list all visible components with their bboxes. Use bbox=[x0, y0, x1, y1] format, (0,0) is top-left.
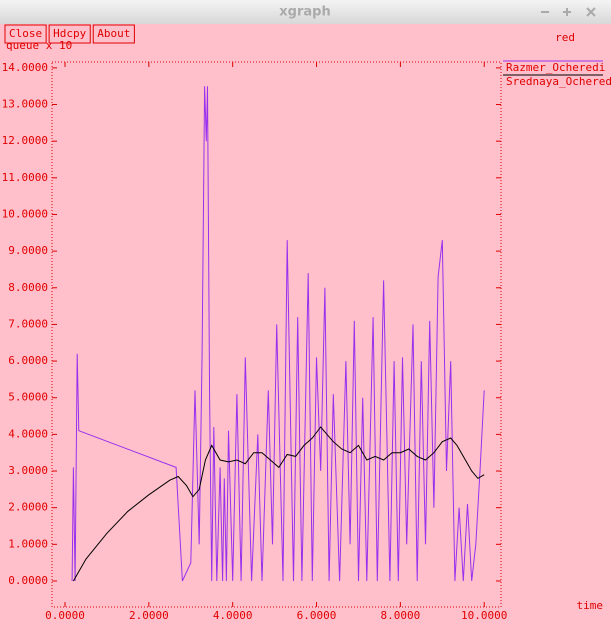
x-tick-label: 6.0000 bbox=[297, 609, 337, 622]
button-frame[interactable] bbox=[48, 24, 91, 44]
x-tick-label: 8.0000 bbox=[381, 609, 421, 622]
y-tick-label: 8.0000 bbox=[8, 281, 48, 294]
button-frame[interactable] bbox=[92, 24, 135, 44]
y-tick-label: 1.0000 bbox=[8, 537, 48, 550]
button-label: Close bbox=[9, 27, 42, 40]
window-title: xgraph bbox=[279, 5, 330, 20]
x-tick-label: 10.0000 bbox=[461, 609, 507, 622]
y-tick-label: 14.0000 bbox=[2, 61, 48, 74]
y-tick-label: 11.0000 bbox=[2, 171, 48, 184]
y-tick-label: 2.0000 bbox=[8, 501, 48, 514]
y-tick-label: 3.0000 bbox=[8, 464, 48, 477]
y-tick-label: 7.0000 bbox=[8, 317, 48, 330]
x-tick-label: 4.0000 bbox=[213, 609, 253, 622]
y-axis-label: queue x 10 bbox=[6, 39, 72, 52]
series-line bbox=[71, 86, 485, 582]
maximize-button[interactable] bbox=[563, 8, 571, 16]
legend-label: Srednaya_Ochered bbox=[506, 75, 611, 88]
toolbar: Close Hdcpy About bbox=[4, 24, 135, 44]
y-tick-label: 0.0000 bbox=[8, 574, 48, 587]
button-frame[interactable] bbox=[4, 24, 47, 44]
x-axis-label: time bbox=[577, 599, 604, 612]
y-tick-label: 12.0000 bbox=[2, 134, 48, 147]
annotation: red bbox=[555, 31, 575, 44]
y-tick-label: 10.0000 bbox=[2, 207, 48, 220]
y-tick-label: 6.0000 bbox=[8, 354, 48, 367]
close-window-button[interactable] bbox=[586, 7, 596, 17]
y-tick-label: 4.0000 bbox=[8, 427, 48, 440]
y-tick-label: 9.0000 bbox=[8, 244, 48, 257]
legend-label: Razmer_Ocheredi bbox=[506, 61, 605, 74]
chart: queue x 10 time red 0.0000 1.0000 2.0000 3.000… bbox=[2, 31, 611, 622]
toolbar-button[interactable]: About bbox=[92, 24, 135, 44]
y-tick-label: 13.0000 bbox=[2, 98, 48, 111]
plot-frame bbox=[51, 61, 502, 608]
y-tick-label: 5.0000 bbox=[8, 391, 48, 404]
series-line bbox=[72, 426, 485, 582]
title-bar bbox=[0, 0, 611, 24]
button-label: About bbox=[97, 27, 130, 40]
toolbar-button[interactable]: Close bbox=[4, 24, 47, 44]
x-tick-label: 2.0000 bbox=[129, 609, 169, 622]
x-tick-label: 0.0000 bbox=[45, 609, 85, 622]
toolbar-button[interactable]: Hdcpy bbox=[48, 24, 91, 44]
button-label: Hdcpy bbox=[53, 27, 86, 40]
